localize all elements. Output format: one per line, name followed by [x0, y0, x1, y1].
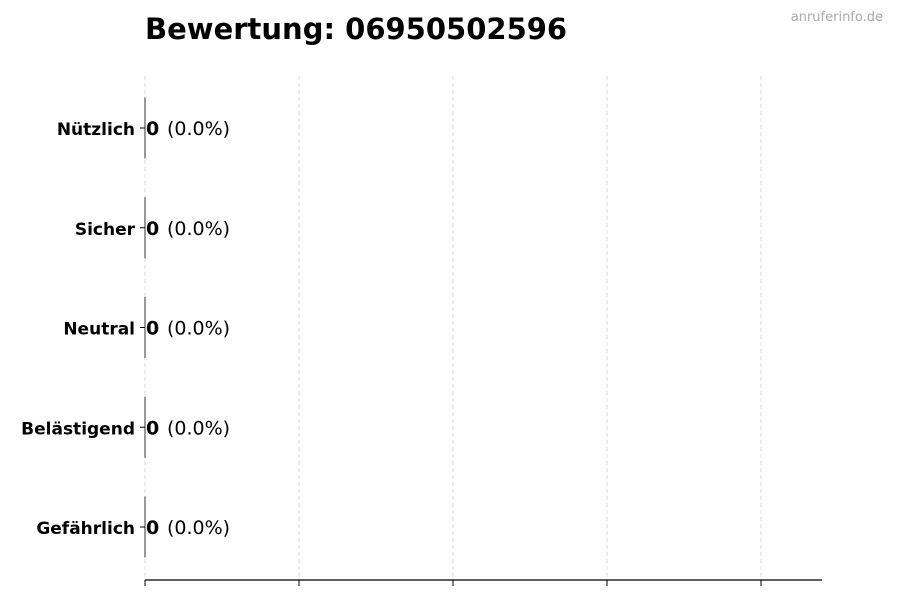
percent-label: (0.0%): [167, 417, 230, 439]
percent-label: (0.0%): [167, 218, 230, 240]
value-label: 0: [146, 318, 159, 340]
value-label: 0: [146, 118, 159, 140]
category-label: Sicher: [75, 220, 136, 240]
percent-label: (0.0%): [167, 517, 230, 539]
percent-label: (0.0%): [167, 118, 230, 140]
category-label: Nützlich: [57, 120, 135, 140]
value-label: 0: [146, 218, 159, 240]
watermark: anruferinfo.de: [790, 10, 883, 25]
percent-label: (0.0%): [167, 318, 230, 340]
category-label: Gefährlich: [36, 519, 135, 539]
value-label: 0: [146, 517, 159, 539]
category-label: Neutral: [63, 320, 135, 340]
value-label: 0: [146, 417, 159, 439]
category-label: Belästigend: [21, 419, 135, 439]
chart-title: Bewertung: 06950502596: [145, 12, 568, 46]
